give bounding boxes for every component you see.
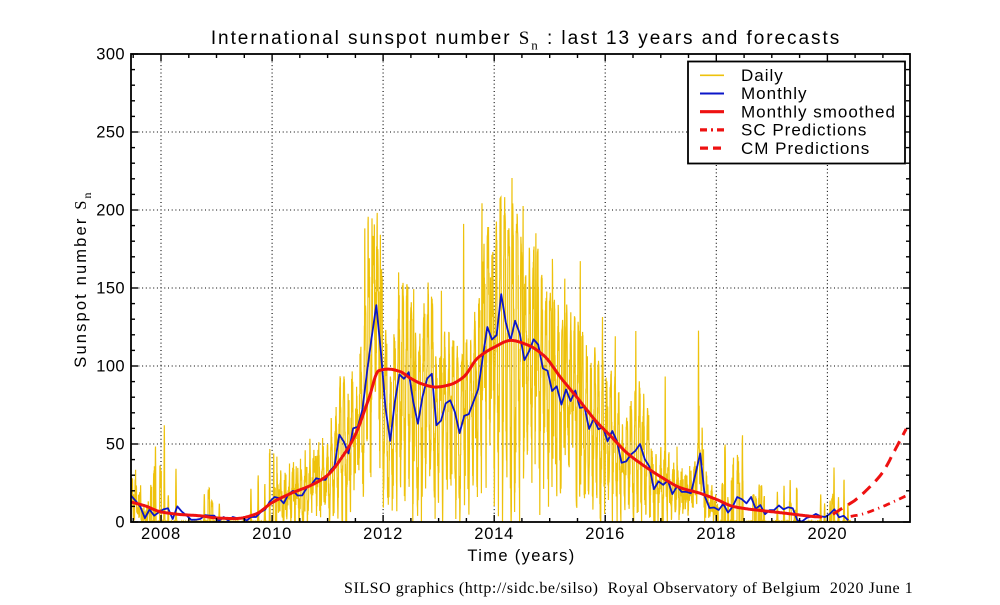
svg-text:Sunspot number Sn: Sunspot number Sn <box>71 190 94 367</box>
svg-text:Daily: Daily <box>741 66 784 85</box>
svg-text:100: 100 <box>96 358 125 376</box>
svg-text:250: 250 <box>96 124 125 142</box>
svg-text:0: 0 <box>115 514 125 532</box>
svg-text:International sunspot number S: International sunspot number Sn : last 1… <box>211 28 841 53</box>
svg-text:2018: 2018 <box>696 525 736 543</box>
svg-text:Time (years): Time (years) <box>467 547 575 565</box>
svg-text:2020: 2020 <box>807 525 847 543</box>
svg-text:200: 200 <box>96 202 125 220</box>
svg-text:150: 150 <box>96 280 125 298</box>
svg-text:300: 300 <box>96 46 125 64</box>
svg-text:2014: 2014 <box>474 525 514 543</box>
svg-text:2008: 2008 <box>141 525 181 543</box>
svg-text:SC Predictions: SC Predictions <box>741 121 867 140</box>
svg-text:SILSO graphics (http://sidc.be: SILSO graphics (http://sidc.be/silso) Ro… <box>344 580 913 597</box>
svg-text:Monthly smoothed: Monthly smoothed <box>741 102 896 121</box>
svg-text:CM Predictions: CM Predictions <box>741 139 870 158</box>
svg-text:50: 50 <box>106 436 125 454</box>
svg-text:2012: 2012 <box>363 525 403 543</box>
svg-text:2010: 2010 <box>252 525 292 543</box>
svg-text:Monthly: Monthly <box>741 84 808 103</box>
svg-text:2016: 2016 <box>585 525 625 543</box>
